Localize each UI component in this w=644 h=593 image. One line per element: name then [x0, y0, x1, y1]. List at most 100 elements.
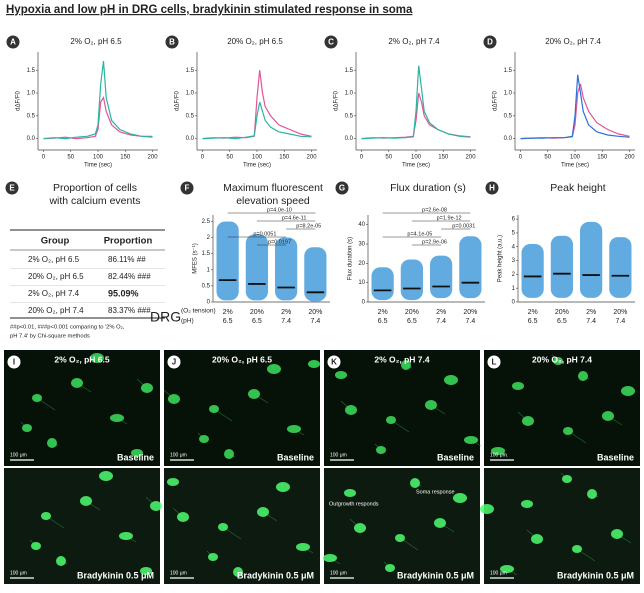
panel-letter: A — [10, 38, 16, 47]
condition-label: Bradykinin 0.5 μM — [77, 570, 154, 580]
cell-soma — [32, 394, 42, 402]
x-tick-label: 200 — [148, 155, 159, 161]
cell-soma — [386, 416, 396, 424]
y-tick-label: 1.0 — [504, 91, 513, 97]
y-tick-label: 6 — [512, 217, 516, 223]
x-tick-label: 0 — [360, 155, 364, 161]
cell-soma — [611, 529, 623, 539]
dot-spread — [609, 237, 632, 298]
y-tick-label: 0.5 — [202, 283, 211, 289]
scale-label: 100 μm — [10, 452, 27, 458]
panel-letter-badge — [487, 355, 501, 369]
y-tick-label: 2 — [207, 235, 211, 241]
panel-letter-badge — [180, 181, 194, 195]
cell-soma — [150, 501, 162, 511]
cell-soma — [276, 482, 290, 492]
x-tick-label: 100 — [93, 155, 104, 161]
condition-label: Bradykinin 0.5 μM — [557, 570, 634, 580]
panel-letter-badge — [167, 355, 181, 369]
p-value: p=0.0051 — [253, 231, 276, 237]
scale-label: 100 μm — [10, 570, 27, 576]
cell-soma — [500, 565, 514, 573]
cell-soma — [425, 400, 437, 410]
group-sublabel: (O₂ tension) — [181, 308, 216, 315]
x-tick-label: 20% — [555, 309, 569, 316]
x-tick-label: 150 — [120, 155, 131, 161]
condition-label: Bradykinin 0.5 μM — [397, 570, 474, 580]
p-value: p=4.0e-10 — [267, 207, 292, 213]
y-tick-label: 1.5 — [504, 68, 513, 74]
panel-letter: H — [489, 184, 495, 193]
cell-soma — [602, 411, 614, 421]
trace — [361, 65, 471, 140]
condition-label: Baseline — [437, 452, 474, 462]
cell-soma — [434, 518, 446, 528]
y-tick-label: 0 — [512, 300, 516, 306]
dot-spread — [275, 237, 298, 301]
scale-label: 100 μm — [330, 570, 347, 576]
y-tick-label: 1 — [207, 267, 211, 273]
panel-letter: K — [331, 358, 337, 367]
x-tick-label: 6.5 — [378, 318, 388, 325]
panel-title: Peak height — [550, 182, 606, 194]
y-tick-label: 0.0 — [186, 136, 195, 142]
x-tick-label: 200 — [466, 155, 477, 161]
cell-soma — [80, 496, 92, 506]
panel-title: 2% O₂, pH 6.5 — [70, 37, 122, 46]
table-cell: 95.09% — [108, 288, 139, 298]
panel-letter-badge — [7, 355, 21, 369]
x-axis-label: Time (sec) — [561, 163, 589, 169]
x-tick-label: 2% — [223, 309, 233, 316]
x-tick-label: 100 — [252, 155, 263, 161]
p-value: p=2.9e-06 — [422, 239, 447, 245]
table-title: with calcium events — [48, 195, 140, 207]
condition-label: Baseline — [597, 452, 634, 462]
panel-title: Flux duration (s) — [390, 182, 466, 194]
panel-letter: E — [9, 184, 15, 193]
cell-soma — [296, 543, 310, 551]
panel-letter: C — [328, 38, 334, 47]
panel-title: 2% O₂, pH 7.4 — [388, 37, 440, 46]
y-tick-label: 3 — [512, 258, 516, 264]
x-tick-label: 2% — [436, 309, 446, 316]
y-tick-label: 5 — [512, 231, 516, 237]
y-axis-label: Flux duration (s) — [348, 237, 354, 280]
x-axis-label: Time (sec) — [84, 163, 112, 169]
cell-soma — [553, 357, 563, 365]
y-tick-label: 1.0 — [345, 91, 354, 97]
panel-title: Maximum fluorescent — [223, 182, 323, 194]
panel-title: 20% O₂, pH 6.5 — [227, 37, 283, 46]
y-tick-label: 30 — [358, 242, 365, 248]
scale-label: 100 μm — [490, 452, 507, 458]
trace — [202, 101, 312, 140]
y-axis-label: Peak height (a.u.) — [498, 235, 504, 282]
dot-spread — [580, 221, 603, 298]
micrograph — [164, 350, 320, 466]
cell-soma — [323, 554, 337, 562]
cell-soma — [131, 449, 143, 457]
cell-soma — [522, 416, 534, 426]
y-axis-label: dΔF/F0 — [334, 91, 340, 111]
panel-letter: J — [172, 358, 176, 367]
x-tick-label: 6.5 — [528, 318, 538, 325]
y-tick-label: 0.5 — [186, 113, 195, 119]
p-value: p=2.6e-08 — [422, 207, 447, 213]
x-tick-label: 150 — [438, 155, 449, 161]
p-value: p=0.0197 — [268, 239, 291, 245]
panel-letter-badge — [165, 35, 179, 49]
x-tick-label: 50 — [544, 155, 551, 161]
panel-letter-badge — [327, 355, 341, 369]
x-axis-label: Time (sec) — [243, 163, 271, 169]
x-tick-label: 2% — [378, 309, 388, 316]
panel-letter: G — [339, 184, 345, 193]
dot-spread — [550, 235, 573, 298]
micrograph — [484, 350, 640, 466]
micrograph — [324, 468, 480, 584]
annotation: Outgrowth responds — [329, 501, 379, 507]
panel-letter: I — [13, 358, 15, 367]
y-tick-label: 1.5 — [345, 68, 354, 74]
trace — [202, 70, 312, 140]
cell-soma — [562, 475, 572, 483]
group-sublabel: (pH) — [181, 318, 194, 325]
